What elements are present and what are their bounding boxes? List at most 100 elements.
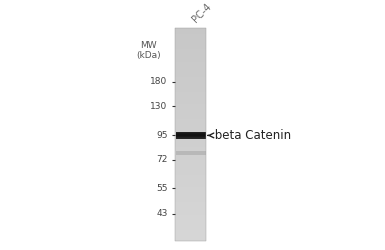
Bar [175,236,206,238]
Bar [175,62,206,64]
Bar [175,28,206,30]
Bar [175,38,206,40]
Bar [175,108,206,111]
Bar [175,168,206,170]
Bar [175,213,206,215]
Bar [175,128,206,130]
Bar [175,87,206,90]
Bar [175,115,206,117]
Bar [175,130,206,132]
Bar [175,224,206,226]
Bar [175,155,206,158]
Bar [175,187,206,190]
Bar [175,28,206,241]
Bar [175,55,206,58]
Bar [176,135,206,136]
Bar [176,132,206,134]
Bar [175,89,206,92]
Bar [175,145,206,147]
Text: 55: 55 [156,184,167,192]
Bar [175,85,206,87]
Bar [175,45,206,47]
Bar [175,194,206,196]
Bar [175,183,206,185]
Bar [175,162,206,164]
Bar [175,102,206,104]
Bar [175,36,206,38]
Bar [175,170,206,172]
Bar [175,200,206,202]
Bar [175,134,206,136]
Text: beta Catenin: beta Catenin [208,129,291,142]
Bar [175,142,206,145]
Bar [175,138,206,141]
Bar [175,42,206,45]
Bar [175,149,206,151]
Bar [175,60,206,62]
Bar [176,134,206,135]
Bar [175,51,206,54]
Bar [175,40,206,43]
Bar [175,179,206,181]
Bar [175,204,206,206]
Bar [175,185,206,188]
Bar [175,47,206,49]
Bar [175,221,206,224]
Bar [175,70,206,72]
Bar [175,132,206,134]
Bar [175,238,206,241]
Bar [175,96,206,98]
Bar [175,192,206,194]
Bar [176,151,206,155]
Bar [175,140,206,143]
Bar [175,126,206,128]
Text: 180: 180 [150,77,167,86]
Text: 95: 95 [156,131,167,140]
Bar [175,215,206,217]
Bar [175,66,206,68]
Bar [175,104,206,106]
Bar [175,217,206,219]
Bar [175,83,206,85]
Bar [175,206,206,209]
Bar [175,113,206,115]
Text: 43: 43 [156,209,167,218]
Bar [176,132,206,133]
Bar [175,123,206,126]
Bar [175,74,206,77]
Bar [175,119,206,122]
Bar [175,147,206,149]
Bar [175,158,206,160]
Bar [176,136,206,137]
Text: MW
(kDa): MW (kDa) [136,41,161,60]
Bar [175,174,206,177]
Bar [175,81,206,83]
Bar [175,196,206,198]
Bar [175,92,206,94]
Bar [175,64,206,66]
Bar [175,230,206,232]
Bar [175,72,206,75]
Bar [175,234,206,236]
Text: 130: 130 [150,102,167,111]
Bar [175,176,206,179]
Bar [175,136,206,138]
Bar [175,110,206,113]
Bar [175,228,206,230]
Bar [175,172,206,175]
Text: 72: 72 [156,156,167,164]
Bar [175,98,206,100]
Bar [175,121,206,124]
Bar [176,134,206,136]
Bar [175,100,206,102]
Bar [175,32,206,34]
Bar [175,226,206,228]
Bar [175,151,206,154]
Bar [176,137,206,138]
Bar [175,202,206,204]
Bar [175,160,206,162]
Bar [175,49,206,51]
Bar [175,68,206,70]
Bar [175,153,206,156]
Bar [175,53,206,56]
